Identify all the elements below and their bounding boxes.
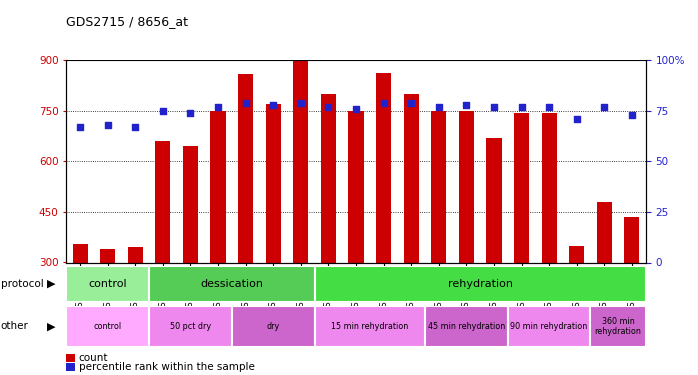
Point [571, 116, 582, 122]
Bar [597, 202, 612, 262]
Bar [149, 306, 232, 347]
Point [350, 106, 362, 112]
Bar [315, 306, 425, 347]
Text: dry: dry [267, 322, 280, 331]
Point [378, 99, 389, 105]
Bar [459, 111, 474, 262]
Text: percentile rank within the sample: percentile rank within the sample [79, 362, 255, 372]
Point [544, 104, 555, 110]
Text: GDS2715 / 8656_at: GDS2715 / 8656_at [66, 15, 188, 28]
Text: ▶: ▶ [47, 321, 56, 331]
Bar [149, 266, 315, 302]
Bar [431, 111, 446, 262]
Bar [211, 111, 225, 262]
Point [240, 99, 251, 105]
Text: 45 min rehydration: 45 min rehydration [428, 322, 505, 331]
Bar [66, 266, 149, 302]
Bar [348, 111, 364, 262]
Point [130, 124, 141, 130]
Bar [376, 74, 391, 262]
Text: 50 pct dry: 50 pct dry [170, 322, 211, 331]
Text: protocol: protocol [1, 279, 43, 289]
Bar [425, 306, 507, 347]
Point [626, 112, 637, 118]
Bar [238, 74, 253, 262]
Bar [624, 217, 639, 262]
Point [516, 104, 527, 110]
Bar [591, 306, 646, 347]
Text: 15 min rehydration: 15 min rehydration [331, 322, 408, 331]
Point [185, 110, 196, 116]
Bar [315, 266, 646, 302]
Point [461, 102, 472, 108]
Text: other: other [1, 321, 29, 331]
Text: 90 min rehydration: 90 min rehydration [510, 322, 588, 331]
Point [75, 124, 86, 130]
Bar [542, 113, 557, 262]
Point [212, 104, 223, 110]
Point [267, 102, 279, 108]
Bar [569, 246, 584, 262]
Bar [293, 60, 309, 262]
Text: rehydration: rehydration [447, 279, 512, 289]
Bar [155, 141, 170, 262]
Bar [183, 146, 198, 262]
Point [157, 108, 168, 114]
Bar [487, 138, 501, 262]
Point [295, 99, 306, 105]
Bar [403, 94, 419, 262]
Point [322, 104, 334, 110]
Text: 360 min
rehydration: 360 min rehydration [595, 316, 641, 336]
Bar [514, 113, 529, 262]
Point [102, 122, 113, 128]
Text: control: control [89, 279, 127, 289]
Bar [128, 248, 143, 262]
Bar [232, 306, 315, 347]
Point [406, 99, 417, 105]
Text: ▶: ▶ [47, 279, 56, 289]
Bar [507, 306, 591, 347]
Text: count: count [79, 353, 108, 363]
Bar [73, 244, 88, 262]
Bar [66, 306, 149, 347]
Point [433, 104, 445, 110]
Bar [321, 94, 336, 262]
Bar [100, 249, 115, 262]
Point [489, 104, 500, 110]
Text: dessication: dessication [200, 279, 263, 289]
Point [599, 104, 610, 110]
Text: control: control [94, 322, 121, 331]
Bar [266, 104, 281, 262]
